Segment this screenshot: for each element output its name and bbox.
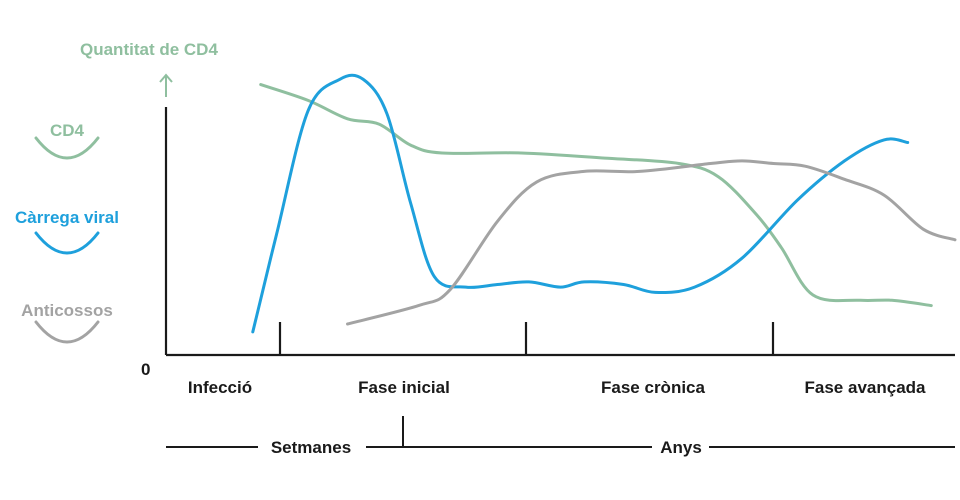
series-line-0 <box>259 83 933 308</box>
y-axis-title: Quantitat de CD4 <box>80 40 218 59</box>
y-axis-arrow-icon <box>159 73 173 97</box>
timescale-label-setmanes: Setmanes <box>271 438 351 457</box>
timescale-label-anys: Anys <box>660 438 702 457</box>
y-zero-label: 0 <box>141 360 150 379</box>
phase-label-fase-avancada: Fase avançada <box>805 378 927 397</box>
legend-swatch-cd4 <box>34 136 100 160</box>
legend-label-carrega-viral: Càrrega viral <box>15 208 119 227</box>
series-line-2 <box>346 159 957 326</box>
legend-label-cd4: CD4 <box>50 121 85 140</box>
phase-label-fase-inicial: Fase inicial <box>358 378 450 397</box>
phase-label-infeccio: Infecció <box>188 378 252 397</box>
legend-swatch-anticossos <box>34 320 100 344</box>
legend: CD4 Càrrega viral Anticossos <box>15 121 119 344</box>
series-line-1 <box>251 73 910 334</box>
legend-label-anticossos: Anticossos <box>21 301 113 320</box>
phase-label-fase-cronica: Fase crònica <box>601 378 705 397</box>
legend-swatch-carrega-viral <box>34 231 100 255</box>
